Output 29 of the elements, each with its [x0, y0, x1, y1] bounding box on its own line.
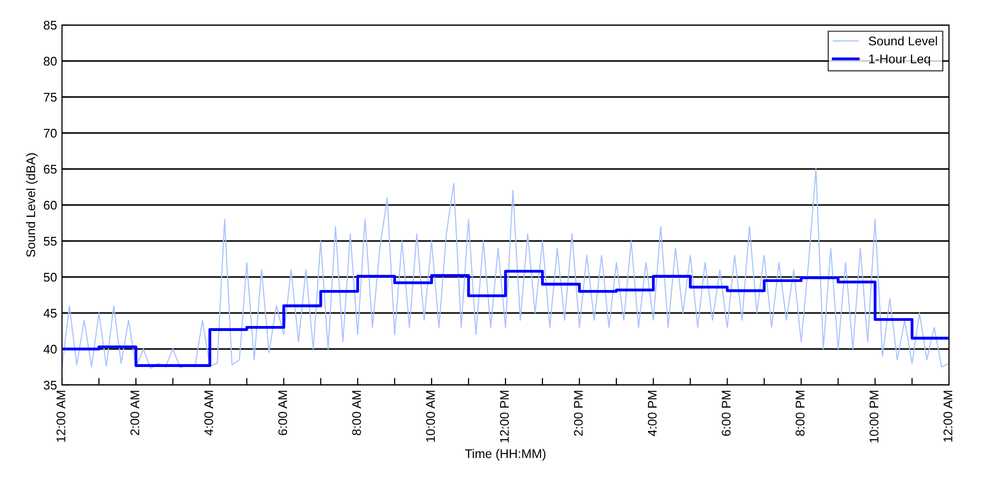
- x-tick-label: 12:00 PM: [500, 390, 509, 442]
- y-tick-label: 55: [44, 236, 57, 246]
- x-tick-label: 12:00 AM: [56, 390, 66, 442]
- x-tick-label: 10:00 AM: [426, 390, 435, 442]
- y-tick-label: 75: [44, 92, 57, 102]
- y-tick-label: 45: [44, 308, 57, 318]
- line-series: [62, 168, 949, 369]
- x-tick-label: 2:00 PM: [574, 390, 583, 436]
- x-tick-label: 12:00 AM: [944, 390, 952, 442]
- x-tick-label: 4:00 PM: [648, 390, 657, 436]
- y-tick-label: 50: [44, 272, 57, 282]
- x-tick-label: 4:00 AM: [204, 390, 214, 436]
- x-tick-label: 8:00 PM: [796, 390, 805, 436]
- x-tick-label: 8:00 AM: [352, 390, 362, 436]
- x-tick-label: 2:00 AM: [130, 390, 140, 436]
- x-axis-title: Time (HH:MM): [465, 448, 546, 461]
- y-tick-label: 70: [44, 128, 57, 138]
- x-tick-label: 6:00 PM: [722, 390, 731, 436]
- x-tick-label: 10:00 PM: [870, 390, 878, 442]
- y-tick-label: 60: [44, 200, 57, 210]
- y-tick-label: 40: [44, 344, 57, 354]
- y-tick-label: 80: [44, 56, 57, 66]
- y-axis-title: Sound Level (dBA): [26, 153, 38, 257]
- legend-label: 1-Hour Leq: [869, 54, 930, 66]
- y-tick-label: 35: [44, 380, 57, 390]
- legend-label: Sound Level: [868, 36, 937, 46]
- y-tick-label: 65: [44, 164, 57, 174]
- y-tick-label: 85: [44, 20, 57, 30]
- x-tick-label: 6:00 AM: [278, 390, 288, 436]
